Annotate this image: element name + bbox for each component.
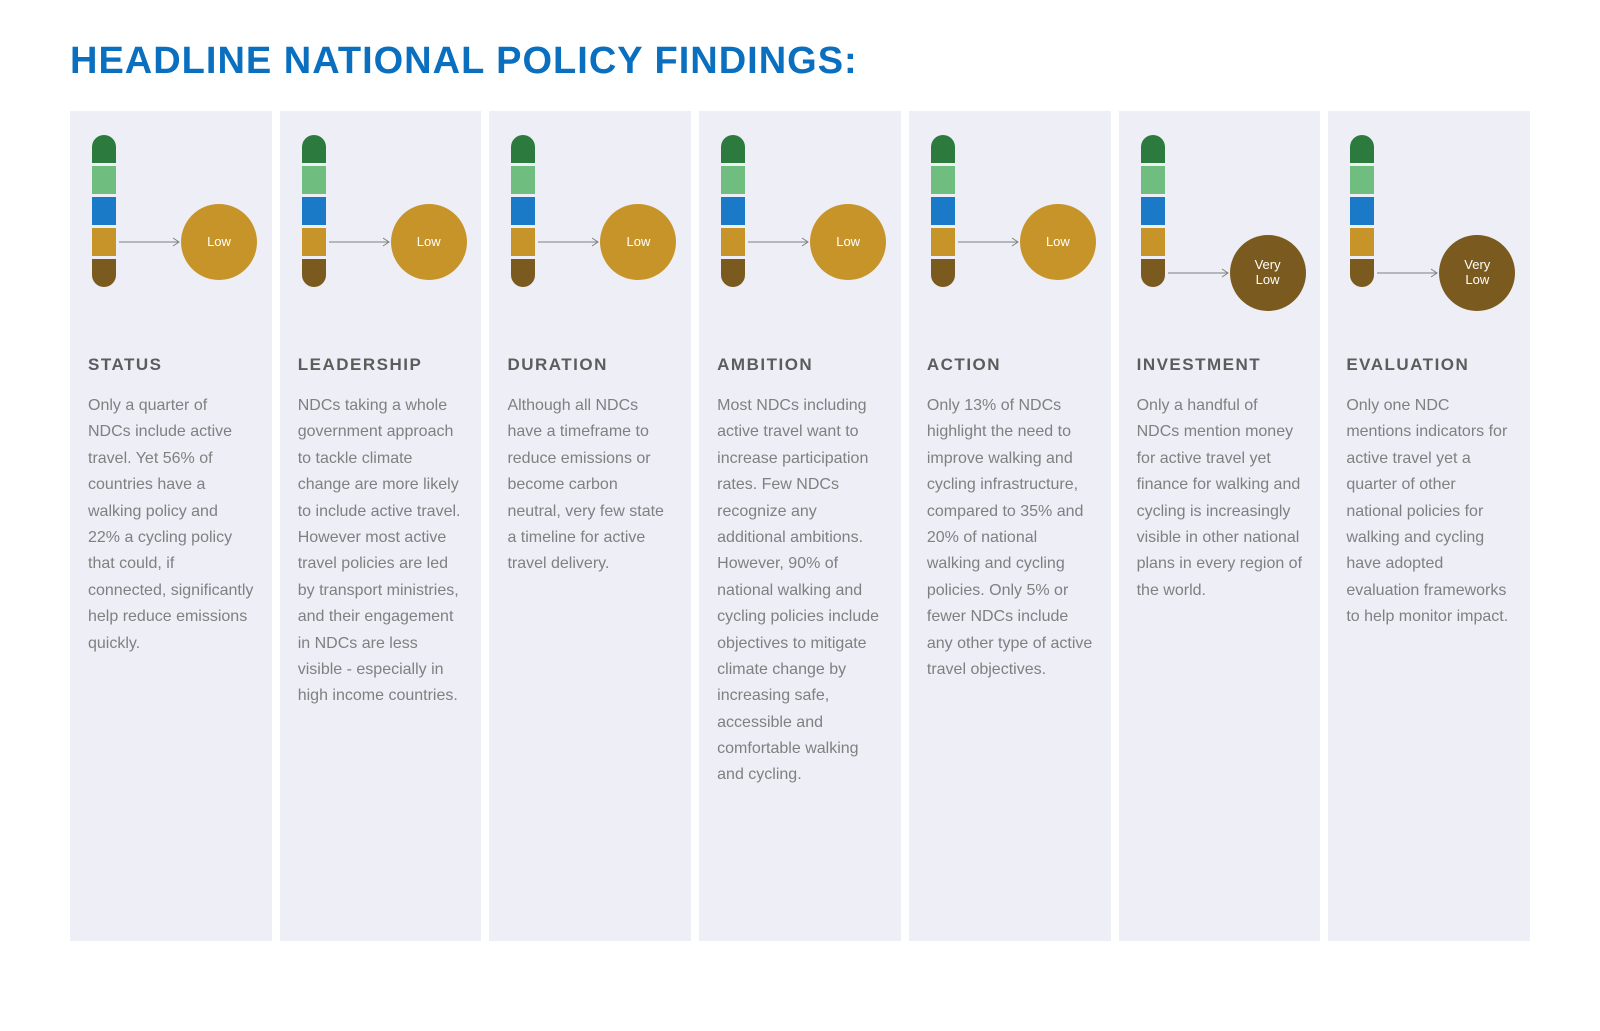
rating-badge: Low [391, 204, 467, 280]
rating-badge: VeryLow [1439, 235, 1515, 311]
card-body: Only one NDC mentions indicators for act… [1346, 393, 1512, 631]
finding-card: Low LEADERSHIP NDCs taking a whole governm… [280, 111, 482, 941]
rating-badge: Low [810, 204, 886, 280]
card-title: INVESTMENT [1137, 355, 1303, 375]
rating-badge-label: VeryLow [1255, 258, 1281, 288]
card-body: Only a quarter of NDCs include active tr… [88, 393, 254, 657]
card-body: Only a handful of NDCs mention money for… [1137, 393, 1303, 604]
card-title: EVALUATION [1346, 355, 1512, 375]
rating-badge-label: VeryLow [1464, 258, 1490, 288]
finding-card: VeryLow EVALUATION Only one NDC mentions i… [1328, 111, 1530, 941]
rating-indicator: Low [298, 135, 464, 325]
rating-badge: Low [600, 204, 676, 280]
card-body: Most NDCs including active travel want t… [717, 393, 883, 789]
finding-card: Low STATUS Only a quarter of NDCs include … [70, 111, 272, 941]
rating-indicator: VeryLow [1346, 135, 1512, 325]
finding-card: VeryLow INVESTMENT Only a handful of NDCs … [1119, 111, 1321, 941]
rating-badge-label: Low [1046, 235, 1070, 250]
card-body: NDCs taking a whole government approach … [298, 393, 464, 710]
rating-badge: Low [181, 204, 257, 280]
rating-badge-label: Low [417, 235, 441, 250]
card-body: Only 13% of NDCs highlight the need to i… [927, 393, 1093, 683]
finding-card: Low AMBITION Most NDCs including active tr… [699, 111, 901, 941]
rating-indicator: Low [507, 135, 673, 325]
rating-badge-label: Low [836, 235, 860, 250]
rating-badge: VeryLow [1230, 235, 1306, 311]
rating-indicator: Low [88, 135, 254, 325]
rating-badge-label: Low [207, 235, 231, 250]
card-title: ACTION [927, 355, 1093, 375]
rating-indicator: Low [717, 135, 883, 325]
rating-badge-label: Low [627, 235, 651, 250]
card-title: AMBITION [717, 355, 883, 375]
rating-indicator: Low [927, 135, 1093, 325]
page-title: HEADLINE NATIONAL POLICY FINDINGS: [70, 40, 1530, 83]
card-body: Although all NDCs have a timeframe to re… [507, 393, 673, 578]
card-title: LEADERSHIP [298, 355, 464, 375]
rating-indicator: VeryLow [1137, 135, 1303, 325]
arrow-icon [1346, 135, 1546, 335]
card-title: STATUS [88, 355, 254, 375]
cards-row: Low STATUS Only a quarter of NDCs include … [70, 111, 1530, 941]
arrow-icon [1137, 135, 1337, 335]
card-title: DURATION [507, 355, 673, 375]
rating-badge: Low [1020, 204, 1096, 280]
finding-card: Low ACTION Only 13% of NDCs highlight the … [909, 111, 1111, 941]
finding-card: Low DURATION Although all NDCs have a time… [489, 111, 691, 941]
